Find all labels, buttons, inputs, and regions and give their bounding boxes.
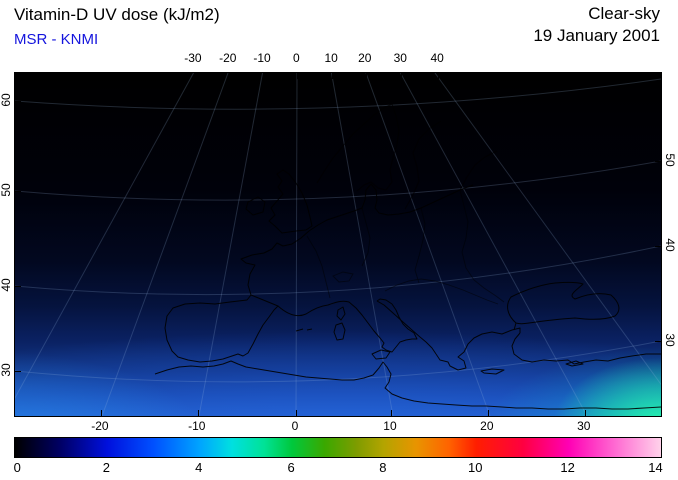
- axis-tick-label: 60: [0, 93, 13, 107]
- axis-tick-mark: [15, 286, 21, 287]
- axis-tick-mark: [100, 410, 102, 416]
- axis-tick-label: 30: [577, 419, 591, 433]
- axis-tick-label: 30: [0, 363, 13, 377]
- top-longitude-axis: -30 -20 -10 0 10 20 30 40: [14, 51, 660, 65]
- axis-tick-mark: [584, 410, 586, 416]
- map-overlay: [15, 73, 661, 416]
- uv-dose-field: [15, 73, 661, 416]
- colorbar-tick-label: 8: [379, 460, 387, 475]
- colorbar-tick-label: 2: [102, 460, 110, 475]
- axis-tick-label: 30: [393, 51, 407, 65]
- axis-tick-mark: [655, 245, 661, 247]
- axis-tick-label: 0: [291, 419, 299, 433]
- axis-tick-mark: [438, 73, 440, 79]
- axis-tick-label: -20: [91, 419, 109, 433]
- axis-tick-label: 20: [358, 51, 372, 65]
- axis-tick-mark: [263, 73, 265, 79]
- axis-tick-label: 50: [0, 183, 13, 197]
- country-borders: [306, 189, 505, 305]
- axis-tick-label: 30: [663, 333, 677, 347]
- axis-tick-mark: [197, 410, 199, 416]
- axis-tick-mark: [390, 410, 392, 416]
- axis-tick-mark: [365, 73, 367, 79]
- colorbar: [14, 437, 662, 458]
- colorbar-tick-label: 14: [648, 460, 663, 475]
- axis-tick-label: 50: [663, 153, 677, 167]
- date-label: 19 January 2001: [533, 26, 660, 45]
- axis-tick-label: 10: [383, 419, 397, 433]
- figure-title: Vitamin-D UV dose (kJ/m2): [14, 5, 220, 24]
- colorbar-tick-label: 10: [468, 460, 483, 475]
- axis-tick-mark: [297, 73, 299, 79]
- axis-tick-mark: [487, 410, 489, 416]
- axis-tick-mark: [15, 101, 21, 103]
- axis-tick-mark: [296, 410, 297, 416]
- axis-tick-label: -20: [219, 51, 237, 65]
- bottom-longitude-axis: -20 -10 0 10 20 30: [14, 419, 660, 433]
- map-panel: [14, 72, 662, 417]
- colorbar-tick-label: 4: [195, 460, 203, 475]
- colorbar-tick-label: 12: [560, 460, 575, 475]
- axis-tick-mark: [332, 73, 334, 79]
- axis-tick-mark: [401, 73, 403, 79]
- axis-tick-label: 10: [324, 51, 338, 65]
- source-label: MSR - KNMI: [14, 31, 99, 48]
- condition-label: Clear-sky: [588, 4, 660, 23]
- coastlines: [154, 103, 661, 410]
- axis-tick-label: 40: [663, 238, 677, 252]
- axis-tick-label: 40: [0, 278, 13, 292]
- axis-tick-label: -10: [253, 51, 271, 65]
- axis-tick-label: 20: [480, 419, 494, 433]
- colorbar-tick-label: 0: [13, 460, 21, 475]
- colorbar-labels: 0 2 4 6 8 10 12 14: [13, 460, 663, 476]
- axis-tick-mark: [655, 340, 661, 342]
- axis-tick-label: 40: [430, 51, 444, 65]
- left-latitude-axis: 60 50 40 30: [0, 72, 13, 415]
- axis-tick-label: 0: [292, 51, 300, 65]
- axis-tick-mark: [655, 161, 661, 163]
- axis-tick-mark: [193, 73, 195, 79]
- axis-tick-mark: [15, 190, 21, 192]
- colorbar-tick-label: 6: [287, 460, 295, 475]
- right-latitude-axis: 50 40 30: [662, 72, 677, 415]
- axis-tick-mark: [15, 371, 21, 373]
- axis-tick-mark: [228, 73, 230, 79]
- axis-tick-label: -10: [188, 419, 206, 433]
- graticule: [15, 73, 661, 416]
- axis-tick-label: -30: [184, 51, 202, 65]
